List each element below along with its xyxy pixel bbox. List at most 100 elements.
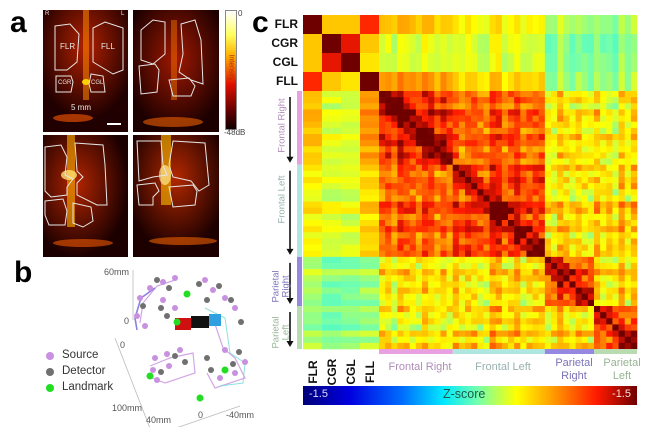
heatmap-cell bbox=[508, 287, 515, 295]
heatmap-cell bbox=[587, 256, 595, 264]
heatmap-cell bbox=[428, 238, 435, 245]
heatmap-cell bbox=[489, 91, 497, 98]
heatmap-cell bbox=[452, 213, 460, 221]
heatmap-cell bbox=[600, 318, 607, 325]
heatmap-cell bbox=[569, 91, 576, 98]
heatmap-cell bbox=[594, 109, 601, 116]
heatmap-cell bbox=[606, 220, 613, 227]
heatmap-cell bbox=[606, 312, 613, 319]
heatmap-cell bbox=[477, 207, 484, 215]
heatmap-cell bbox=[322, 177, 342, 184]
heatmap-cell bbox=[624, 342, 632, 350]
heatmap-cell bbox=[508, 293, 515, 301]
x-axis-tick-left: 40mm bbox=[146, 415, 172, 425]
heatmap-cell bbox=[415, 103, 423, 110]
heatmap-cell bbox=[465, 97, 472, 104]
heatmap-cell bbox=[477, 293, 484, 301]
heatmap-cell bbox=[501, 115, 509, 123]
heatmap-cell bbox=[538, 146, 546, 153]
heatmap-cell bbox=[341, 201, 361, 209]
heatmap-cell bbox=[532, 336, 540, 344]
heatmap-cell bbox=[483, 97, 490, 104]
source-point bbox=[172, 275, 178, 281]
detector-points bbox=[140, 277, 244, 375]
vgroup-label-frontal-right: Frontal Right bbox=[277, 91, 288, 161]
detector-point bbox=[204, 297, 210, 303]
heatmap-cell bbox=[322, 91, 342, 98]
heatmap-cell bbox=[360, 342, 380, 350]
heatmap-cell bbox=[618, 269, 626, 276]
heatmap-cell bbox=[471, 91, 478, 98]
heatmap-cell bbox=[508, 91, 515, 98]
heatmap-cell bbox=[526, 293, 533, 301]
heatmap-cell bbox=[397, 220, 404, 227]
heatmap-cell bbox=[409, 195, 417, 202]
heatmap-cell bbox=[563, 195, 570, 202]
heatmap-cell bbox=[341, 146, 361, 153]
heatmap-cell bbox=[526, 170, 533, 178]
heatmap-cell bbox=[409, 250, 417, 258]
heatmap-cell bbox=[594, 53, 601, 73]
heatmap-cell bbox=[483, 256, 490, 264]
heatmap-cell bbox=[458, 15, 466, 35]
heatmap-cell bbox=[526, 158, 533, 166]
ultrasound-image-4-svg bbox=[133, 135, 219, 257]
heatmap-cell bbox=[452, 158, 460, 166]
heatmap-cell bbox=[483, 336, 490, 344]
heatmap-cell bbox=[458, 189, 466, 196]
heatmap-cell bbox=[385, 146, 392, 153]
heatmap-cell bbox=[440, 164, 447, 172]
heatmap-cell bbox=[514, 158, 521, 166]
heatmap-cell bbox=[489, 201, 497, 209]
heatmap-cell bbox=[458, 318, 466, 325]
heatmap-cell bbox=[532, 330, 540, 338]
heatmap-cell bbox=[532, 115, 540, 123]
heatmap-cell bbox=[557, 15, 564, 35]
heatmap-cell bbox=[526, 134, 533, 141]
heatmap-cell bbox=[379, 226, 386, 233]
heatmap-cell bbox=[422, 207, 429, 215]
heatmap-cell bbox=[415, 324, 423, 331]
heatmap-cell bbox=[360, 293, 380, 301]
heatmap-cell bbox=[612, 115, 619, 123]
heatmap-cell bbox=[508, 34, 515, 54]
heatmap-cell bbox=[544, 330, 552, 338]
heatmap-cell bbox=[538, 244, 546, 252]
heatmap-cell bbox=[575, 72, 583, 92]
heatmap-cell bbox=[409, 330, 417, 338]
heatmap-cell bbox=[544, 213, 552, 221]
heatmap-cell bbox=[409, 189, 417, 196]
heatmap-cell bbox=[446, 177, 454, 184]
heatmap-cell bbox=[422, 189, 429, 196]
heatmap-cell bbox=[403, 256, 411, 264]
heatmap-cell bbox=[600, 183, 607, 190]
heatmap-cell bbox=[630, 121, 638, 129]
heatmap-cell bbox=[471, 250, 478, 258]
heatmap-cell bbox=[446, 53, 454, 73]
heatmap-cell bbox=[514, 97, 521, 104]
heatmap-cell bbox=[520, 269, 527, 276]
heatmap-cell bbox=[446, 293, 454, 301]
heatmap-cell bbox=[508, 275, 515, 282]
heatmap-cell bbox=[606, 183, 613, 190]
heatmap-cell bbox=[594, 127, 601, 135]
heatmap-cell bbox=[630, 250, 638, 258]
heatmap-cell bbox=[322, 226, 342, 233]
heatmap-cell bbox=[600, 152, 607, 159]
heatmap-cell bbox=[544, 318, 552, 325]
heatmap-cell bbox=[600, 299, 607, 307]
landmark-point bbox=[173, 318, 181, 326]
heatmap-cell bbox=[428, 250, 435, 258]
heatmap-cell bbox=[409, 158, 417, 166]
heatmap-cell bbox=[495, 281, 503, 288]
heatmap-cell bbox=[520, 226, 527, 233]
heatmap-cell bbox=[458, 269, 466, 276]
heatmap-cell bbox=[465, 306, 472, 313]
heatmap-cell bbox=[630, 127, 638, 135]
heatmap-cell bbox=[526, 72, 533, 92]
heatmap-cell bbox=[575, 281, 583, 288]
heatmap-cell bbox=[526, 256, 533, 264]
heatmap-cell bbox=[415, 72, 423, 92]
heatmap-cell bbox=[557, 34, 564, 54]
heatmap-cell bbox=[415, 263, 423, 270]
